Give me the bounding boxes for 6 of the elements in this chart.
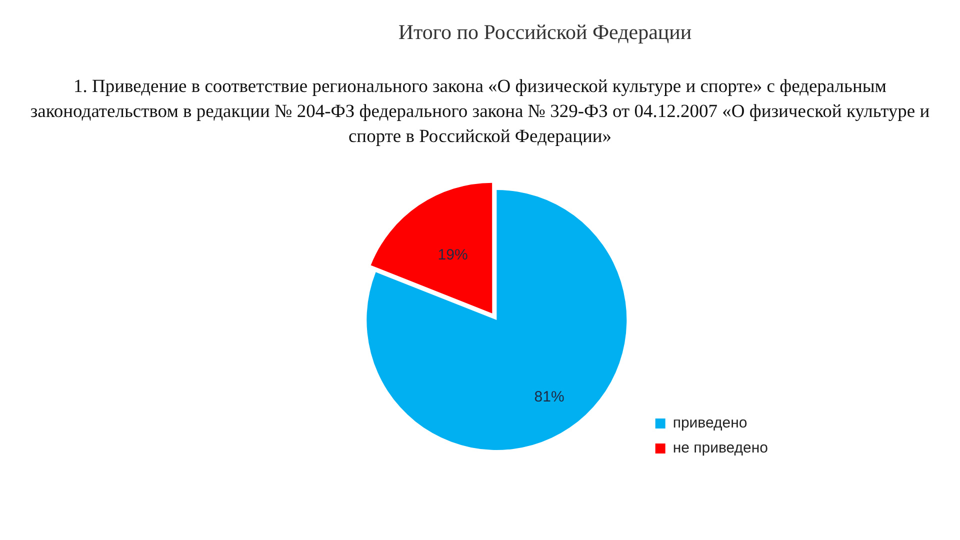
legend-label: приведено <box>672 414 748 432</box>
legend-label: не приведено <box>672 440 768 457</box>
data-label: 81% <box>534 388 564 406</box>
chart-title: Итого по Российской Федерации <box>397 20 693 45</box>
data-label: 19% <box>438 246 468 264</box>
chart-subtitle: 1. Приведение в соответствие регионального закона «О физической культуре и спорте» с федеральным законодательством в редакции № 204-ФЗ федерального закона № 329-ФЗ от 04.12.2007 «О физической культуре и спорте в Российской Федерации» <box>29 76 931 149</box>
